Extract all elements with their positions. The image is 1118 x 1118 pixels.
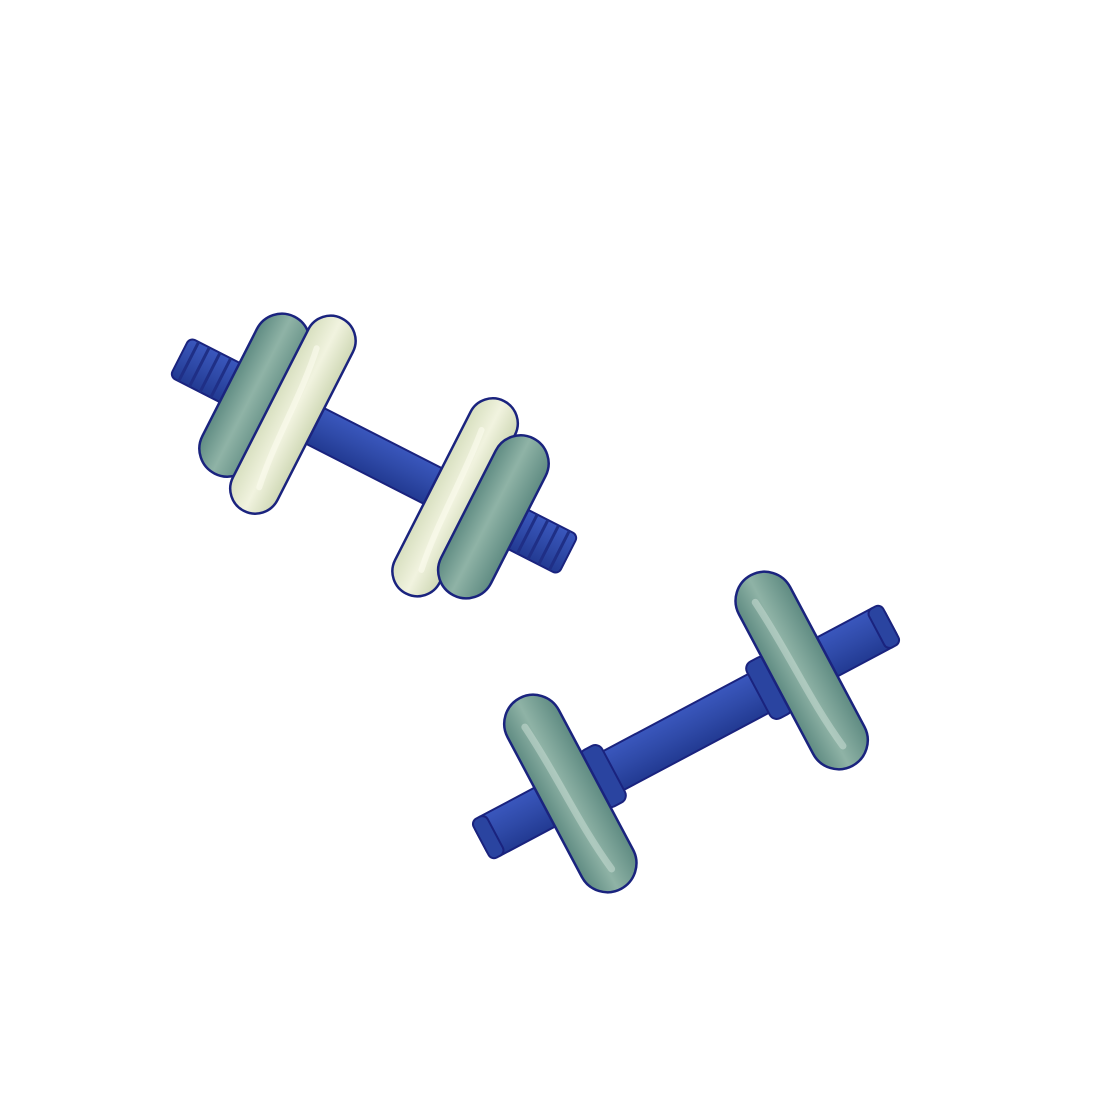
plate-green xyxy=(436,434,550,600)
brush-highlight xyxy=(521,723,616,873)
brush-highlight xyxy=(418,426,485,573)
dumbbell-icon xyxy=(471,570,901,894)
bar-end-left xyxy=(471,815,505,860)
brush-highlight xyxy=(751,598,847,750)
bar-end-right xyxy=(867,604,901,649)
plate-cream xyxy=(228,314,357,515)
dumbbell-icon xyxy=(170,312,578,600)
brush-highlight xyxy=(256,345,320,491)
